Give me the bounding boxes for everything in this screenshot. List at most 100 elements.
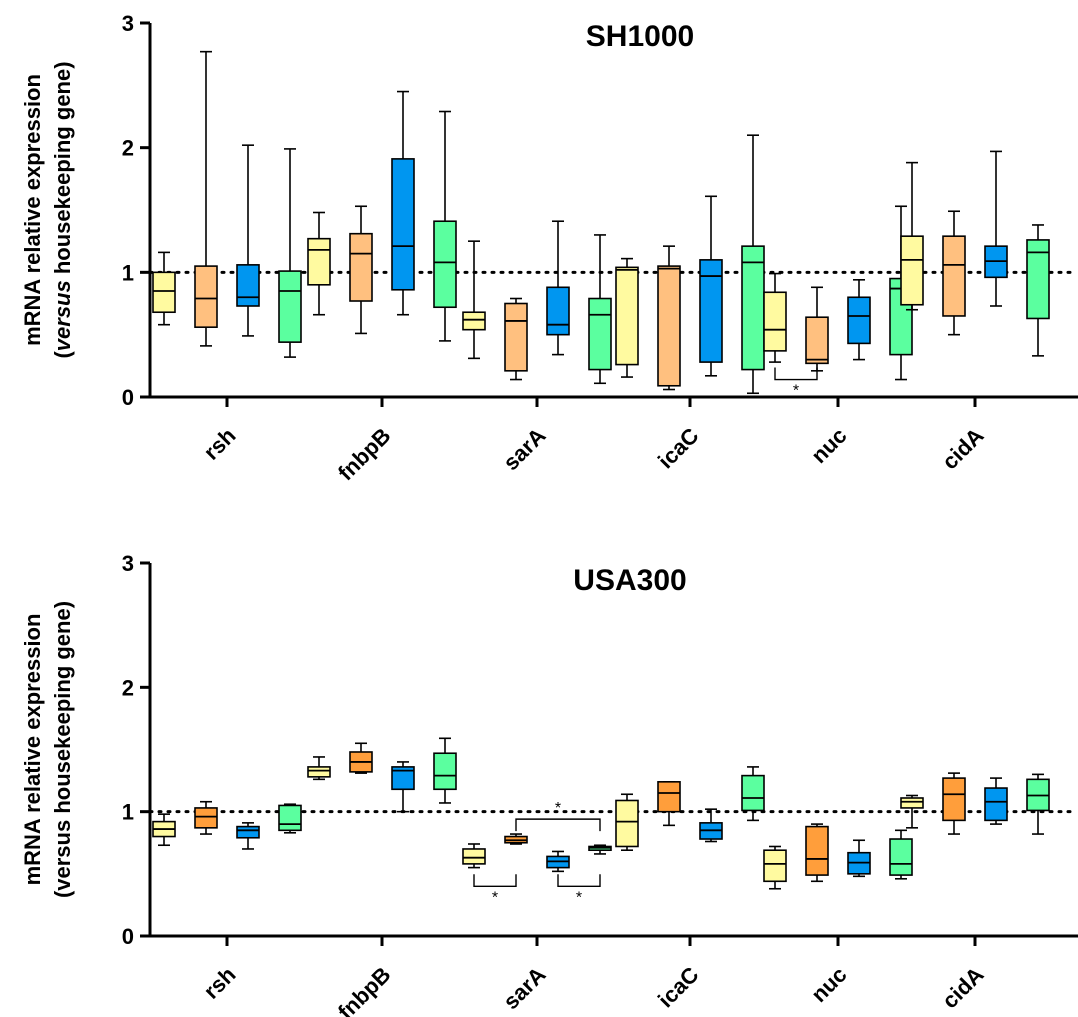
x-tick-label: sarA <box>498 423 550 475</box>
significance-bracket: * <box>473 874 517 906</box>
box-plot <box>236 144 260 337</box>
box <box>615 799 639 848</box>
box-plot <box>900 794 924 829</box>
y-tick-label: 2 <box>122 675 134 700</box>
box <box>900 797 924 809</box>
box <box>615 266 639 366</box>
x-tick-label: fnbpB <box>333 423 396 486</box>
y-axis-label-open-paren: ( <box>50 351 75 359</box>
box-plot <box>349 205 373 335</box>
box-plot <box>546 220 570 356</box>
box <box>741 774 765 812</box>
box <box>588 297 612 371</box>
x-tick-label: fnbpB <box>333 962 396 1017</box>
box-plot <box>847 279 871 361</box>
box <box>307 237 331 286</box>
box <box>657 781 681 813</box>
y-tick-label: 3 <box>122 551 134 576</box>
box <box>152 271 176 314</box>
box <box>236 825 260 839</box>
box-plot <box>741 134 765 395</box>
box <box>1026 239 1050 320</box>
y-axis-label-line2: (versus housekeeping gene) <box>50 601 75 898</box>
box-plot <box>847 839 871 878</box>
box <box>699 259 723 363</box>
significance-bracket: * <box>557 874 601 906</box>
box <box>900 235 924 306</box>
box-plot <box>984 777 1008 825</box>
chart-title: SH1000 <box>586 20 694 53</box>
box <box>805 825 829 876</box>
bracket-line <box>473 874 517 887</box>
box-plot <box>433 110 457 342</box>
box <box>763 291 787 352</box>
box-plot <box>391 761 415 813</box>
box <box>236 264 260 307</box>
y-tick-label: 0 <box>122 924 134 949</box>
box-plot <box>349 742 373 774</box>
box <box>942 235 966 317</box>
box-plot <box>763 845 787 890</box>
box-plot <box>805 286 829 372</box>
x-tick-label: cidA <box>937 423 988 474</box>
significance-bracket: * <box>774 367 818 400</box>
y-tick-label: 0 <box>122 385 134 410</box>
box-plot <box>278 148 302 358</box>
box-plot <box>433 737 457 804</box>
box <box>278 270 302 343</box>
y-axis-label-line1: mRNA relative expression <box>20 74 45 346</box>
x-tick-label: icaC <box>653 423 704 474</box>
box <box>462 848 486 865</box>
y-tick-label: 1 <box>122 800 134 825</box>
y-axis-label-rest: housekeeping gene) <box>50 61 75 280</box>
box <box>349 232 373 302</box>
box-plot <box>1026 773 1050 835</box>
box-plot <box>699 808 723 843</box>
box-plot <box>391 90 415 316</box>
box-plot <box>194 50 218 347</box>
bracket-line <box>774 367 818 381</box>
x-tick-label: nuc <box>806 423 851 468</box>
box <box>278 804 302 832</box>
box-plot <box>152 251 176 326</box>
box <box>984 787 1008 822</box>
box-plot <box>307 211 331 316</box>
box-plot <box>984 150 1008 307</box>
significance-label: * <box>576 889 582 906</box>
box-plot <box>194 800 218 835</box>
box <box>391 766 415 791</box>
box-plot <box>504 833 528 845</box>
box-plot <box>278 803 302 834</box>
box-plot <box>588 844 612 855</box>
box-plot <box>546 850 570 873</box>
y-axis-label-line2: (versus housekeeping gene) <box>50 61 75 358</box>
box-plot <box>152 813 176 847</box>
significance-bracket: * <box>515 800 601 832</box>
bracket-line <box>557 874 601 887</box>
box-plot <box>657 781 681 827</box>
box-plot <box>588 234 612 385</box>
box <box>763 849 787 883</box>
box-plot <box>699 195 723 377</box>
box <box>847 296 871 345</box>
box <box>194 807 218 829</box>
box-plot <box>615 257 639 378</box>
box-plot <box>657 245 681 391</box>
y-tick-label: 1 <box>122 260 134 285</box>
box-plot <box>741 766 765 822</box>
box-plot <box>942 772 966 835</box>
x-tick-label: rsh <box>199 962 241 1004</box>
significance-label: * <box>555 800 561 817</box>
box <box>433 220 457 309</box>
y-axis-label-italic: versus <box>50 280 75 351</box>
y-axis-label-line1: mRNA relative expression <box>20 614 45 886</box>
x-tick-label: sarA <box>498 962 550 1014</box>
box <box>546 286 570 336</box>
chart-panel-usa300: USA300 mRNA relative expression (versus … <box>20 551 1078 1017</box>
box <box>889 838 913 876</box>
box-plot <box>1026 224 1050 357</box>
significance-label: * <box>492 889 498 906</box>
box-plot <box>236 822 260 850</box>
box-plot <box>462 240 486 360</box>
